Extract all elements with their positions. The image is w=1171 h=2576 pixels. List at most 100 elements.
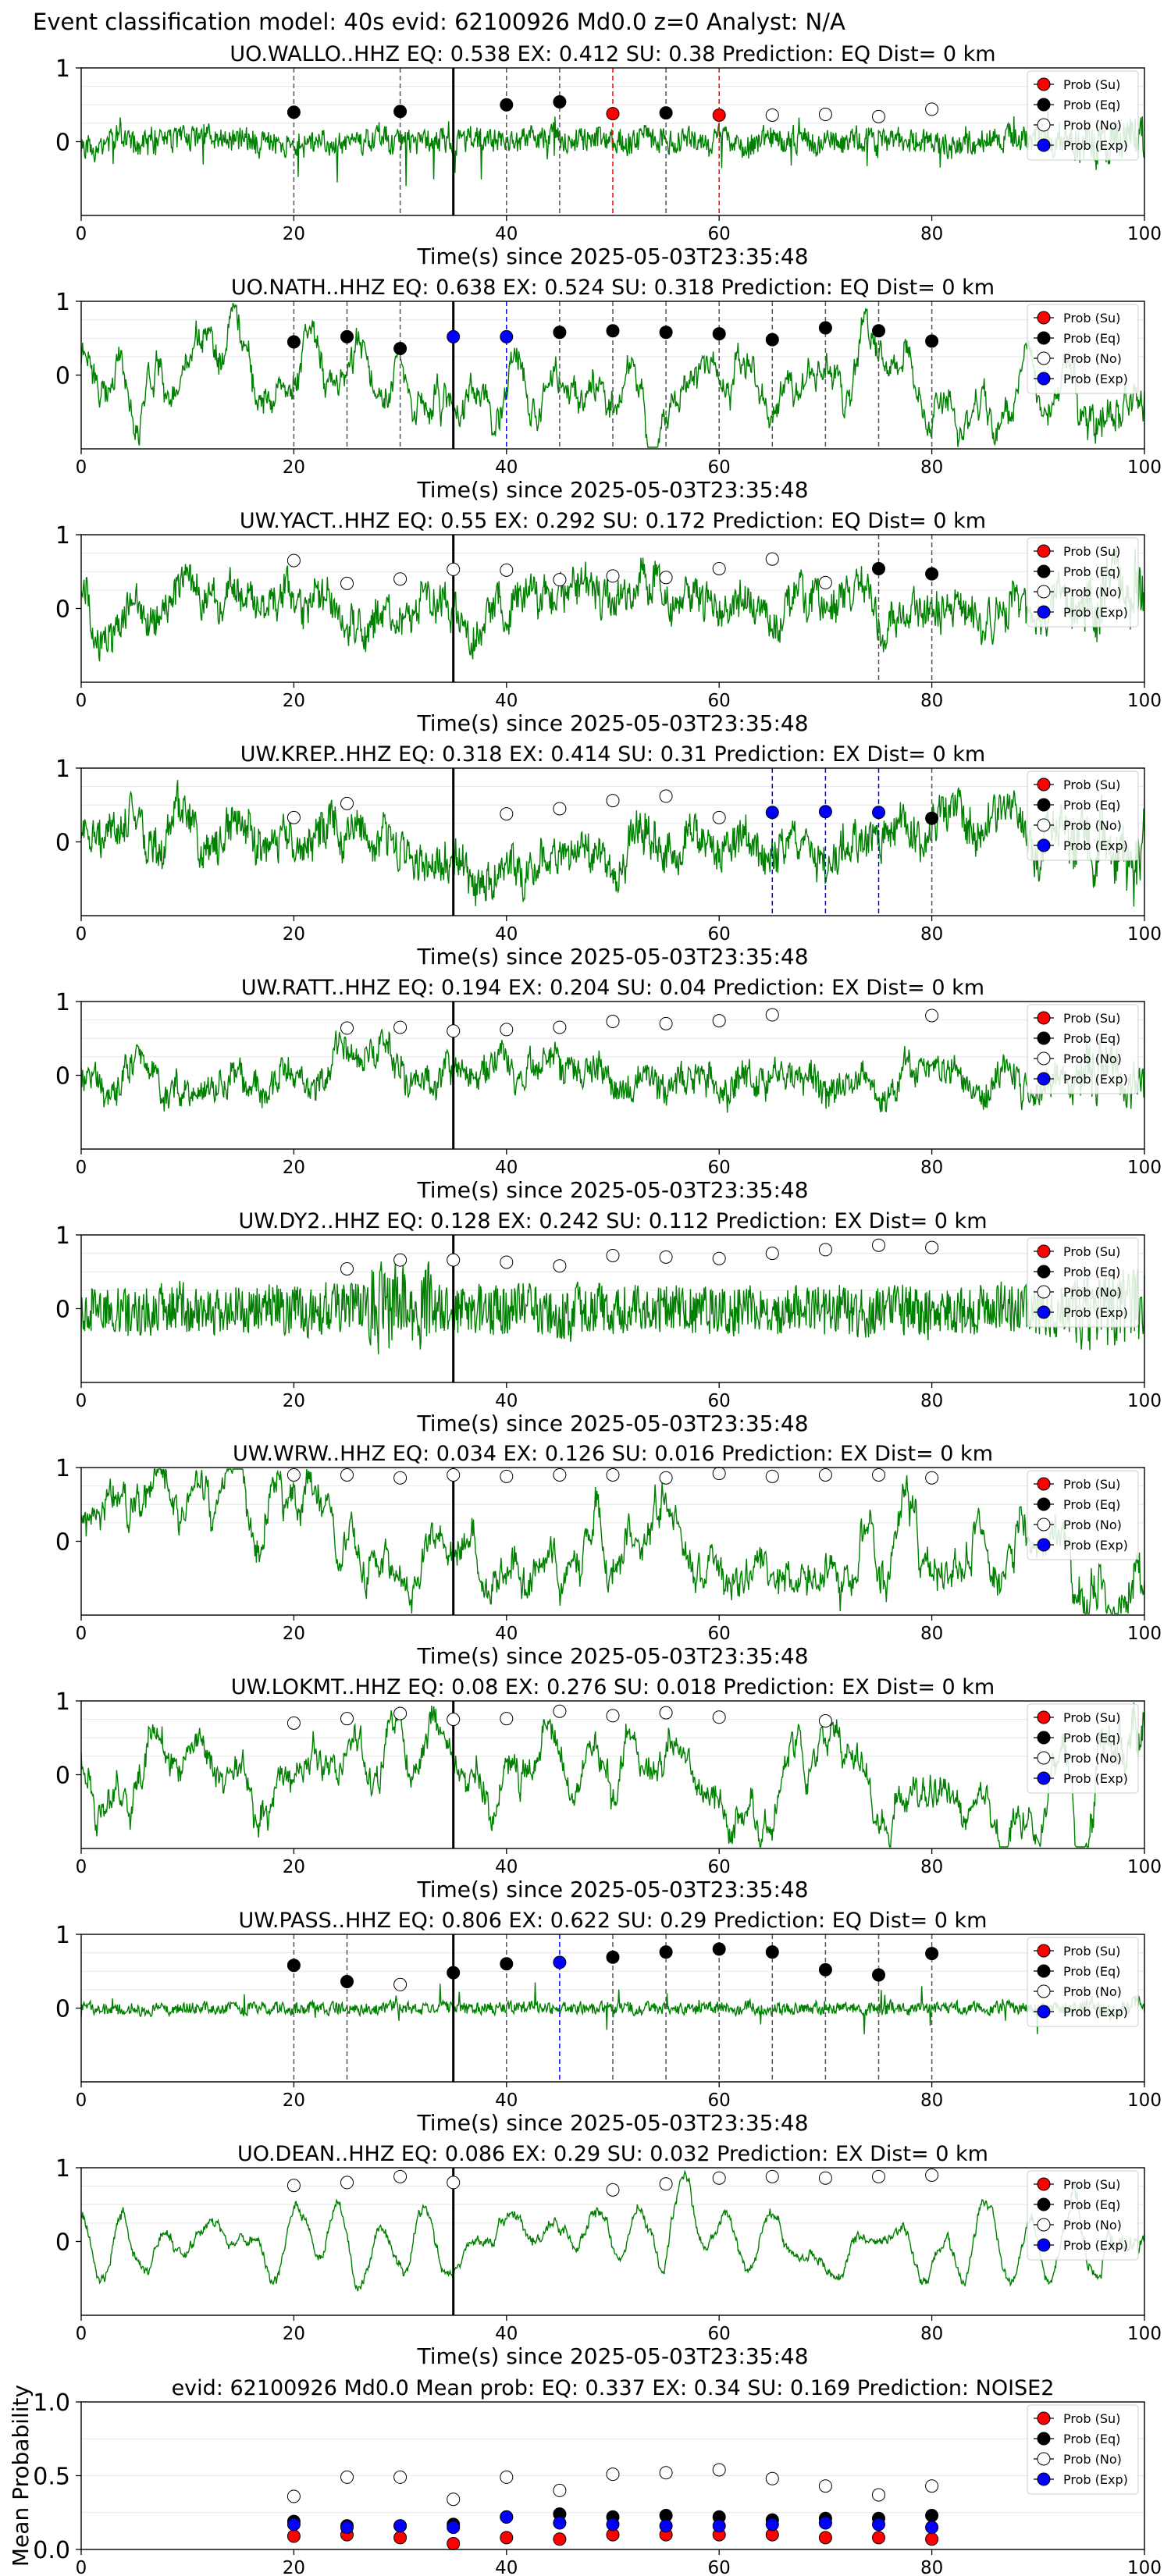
prob-marker-no (393, 1977, 408, 1991)
y-tick-label: 0 (55, 1063, 70, 1091)
legend-label-eq: Prob (Eq) (1063, 2197, 1120, 2212)
x-tick-label: 40 (495, 924, 518, 945)
figure-suptitle: Event classification model: 40s evid: 62… (33, 9, 845, 35)
legend-marker-eq (1037, 1964, 1051, 1978)
x-tick-label: 100 (1127, 224, 1162, 244)
prob-marker-no (553, 802, 567, 816)
prob-marker-no (393, 2169, 408, 2183)
axes-frame (80, 67, 1145, 216)
y-axis-label: Mean Probability (8, 2385, 34, 2567)
prob-marker-exp (818, 805, 832, 819)
prob-marker-no (712, 1467, 726, 1481)
x-tick-label: 80 (920, 2324, 943, 2344)
legend-box (1027, 1237, 1139, 1328)
legend-marker-su (1037, 2177, 1051, 2191)
x-axis-label: Time(s) since 2025-05-03T23:35:48 (416, 2343, 808, 2369)
legend-box (1027, 2170, 1139, 2261)
x-tick-label: 60 (708, 2558, 731, 2576)
x-tick-label: 0 (76, 691, 87, 711)
legend-marker-su (1037, 544, 1051, 558)
waveform-trace (80, 780, 1145, 907)
mean-prob-point-no (340, 2470, 354, 2484)
x-tick-label: 100 (1127, 2090, 1162, 2111)
x-tick-label: 20 (283, 1624, 305, 1644)
legend-marker-exp (1037, 2005, 1051, 2019)
axes-frame (80, 301, 1145, 450)
legend-box (1027, 2404, 1139, 2495)
prob-marker-eq (500, 98, 514, 112)
legend-label-su: Prob (Su) (1063, 1710, 1120, 1725)
prob-marker-no (659, 2177, 673, 2191)
y-tick-label: 0 (55, 1763, 70, 1790)
x-tick-label: 60 (708, 224, 731, 244)
x-tick-label: 20 (283, 924, 305, 945)
prob-marker-no (765, 552, 779, 566)
axes-frame (80, 2167, 1145, 2316)
mean-prob-point-no (447, 2492, 461, 2507)
prob-marker-eq (872, 1968, 885, 1982)
legend-box (1027, 304, 1139, 394)
waveform-trace (80, 2169, 1145, 2292)
x-tick-label: 100 (1127, 2324, 1162, 2344)
panels-container: UO.WALLO..HHZ EQ: 0.538 EX: 0.412 SU: 0.… (8, 42, 1162, 2576)
x-tick-label: 60 (708, 924, 731, 945)
y-tick-label: 1 (55, 1222, 70, 1250)
x-tick-label: 40 (495, 2090, 518, 2111)
legend-label-su: Prob (Su) (1063, 777, 1120, 792)
y-tick-label: 0.0 (33, 2537, 70, 2564)
legend-label-exp: Prob (Exp) (1063, 1538, 1128, 1553)
mean-prob-point-exp (765, 2517, 779, 2532)
legend-label-exp: Prob (Exp) (1063, 372, 1128, 386)
legend-marker-exp (1037, 2472, 1051, 2486)
legend-marker-no (1037, 1517, 1051, 1532)
prob-marker-no (818, 575, 832, 589)
mean-prob-point-exp (500, 2510, 514, 2524)
waveform-trace (80, 1261, 1145, 1354)
legend-box (1027, 770, 1139, 861)
mean-prob-point-no (872, 2488, 885, 2502)
legend-label-su: Prob (Su) (1063, 1477, 1120, 1492)
waveform-trace (80, 1467, 1145, 1614)
prob-marker-eq (659, 326, 673, 340)
prob-marker-no (393, 572, 408, 586)
prob-marker-no (500, 1023, 514, 1037)
legend-label-eq: Prob (Eq) (1063, 564, 1120, 579)
prob-marker-no (500, 563, 514, 577)
prob-marker-eq (393, 105, 408, 119)
x-tick-label: 20 (283, 1158, 305, 1178)
legend-marker-exp (1037, 138, 1051, 152)
prob-marker-no (606, 1248, 620, 1262)
prob-marker-no (872, 1468, 885, 1482)
y-tick-label: 1 (55, 1922, 70, 1949)
prob-marker-no (393, 1706, 408, 1720)
x-tick-label: 60 (708, 1857, 731, 1877)
legend-label-no: Prob (No) (1063, 118, 1122, 133)
x-tick-label: 0 (76, 2090, 87, 2111)
legend-label-exp: Prob (Exp) (1063, 838, 1128, 853)
legend-marker-no (1037, 118, 1051, 132)
mean-prob-point-no (925, 2479, 939, 2493)
legend-marker-exp (1037, 1771, 1051, 1785)
legend-marker-no (1037, 585, 1051, 599)
legend-box (1027, 1470, 1139, 1560)
prob-marker-no (287, 553, 301, 568)
legend-marker-exp (1037, 1072, 1051, 1086)
legend-marker-no (1037, 1751, 1051, 1765)
x-tick-label: 20 (283, 2090, 305, 2111)
mean-prob-point-no (393, 2470, 408, 2484)
prob-marker-no (287, 1716, 301, 1730)
panel-10: evid: 62100926 Md0.0 Mean prob: EQ: 0.33… (8, 2376, 1162, 2576)
prob-marker-no (765, 108, 779, 122)
axes-frame (80, 1467, 1145, 1616)
x-axis-label: Time(s) since 2025-05-03T23:35:48 (416, 1877, 808, 1902)
prob-marker-eq (659, 1945, 673, 1959)
legend-label-eq: Prob (Eq) (1063, 2432, 1120, 2446)
y-tick-label: 1 (55, 756, 70, 783)
prob-marker-no (659, 1016, 673, 1030)
legend-marker-exp (1037, 605, 1051, 619)
legend-marker-exp (1037, 1538, 1051, 1552)
mean-prob-point-su (287, 2529, 301, 2543)
legend-box (1027, 1703, 1139, 1794)
legend-label-exp: Prob (Exp) (1063, 2005, 1128, 2019)
